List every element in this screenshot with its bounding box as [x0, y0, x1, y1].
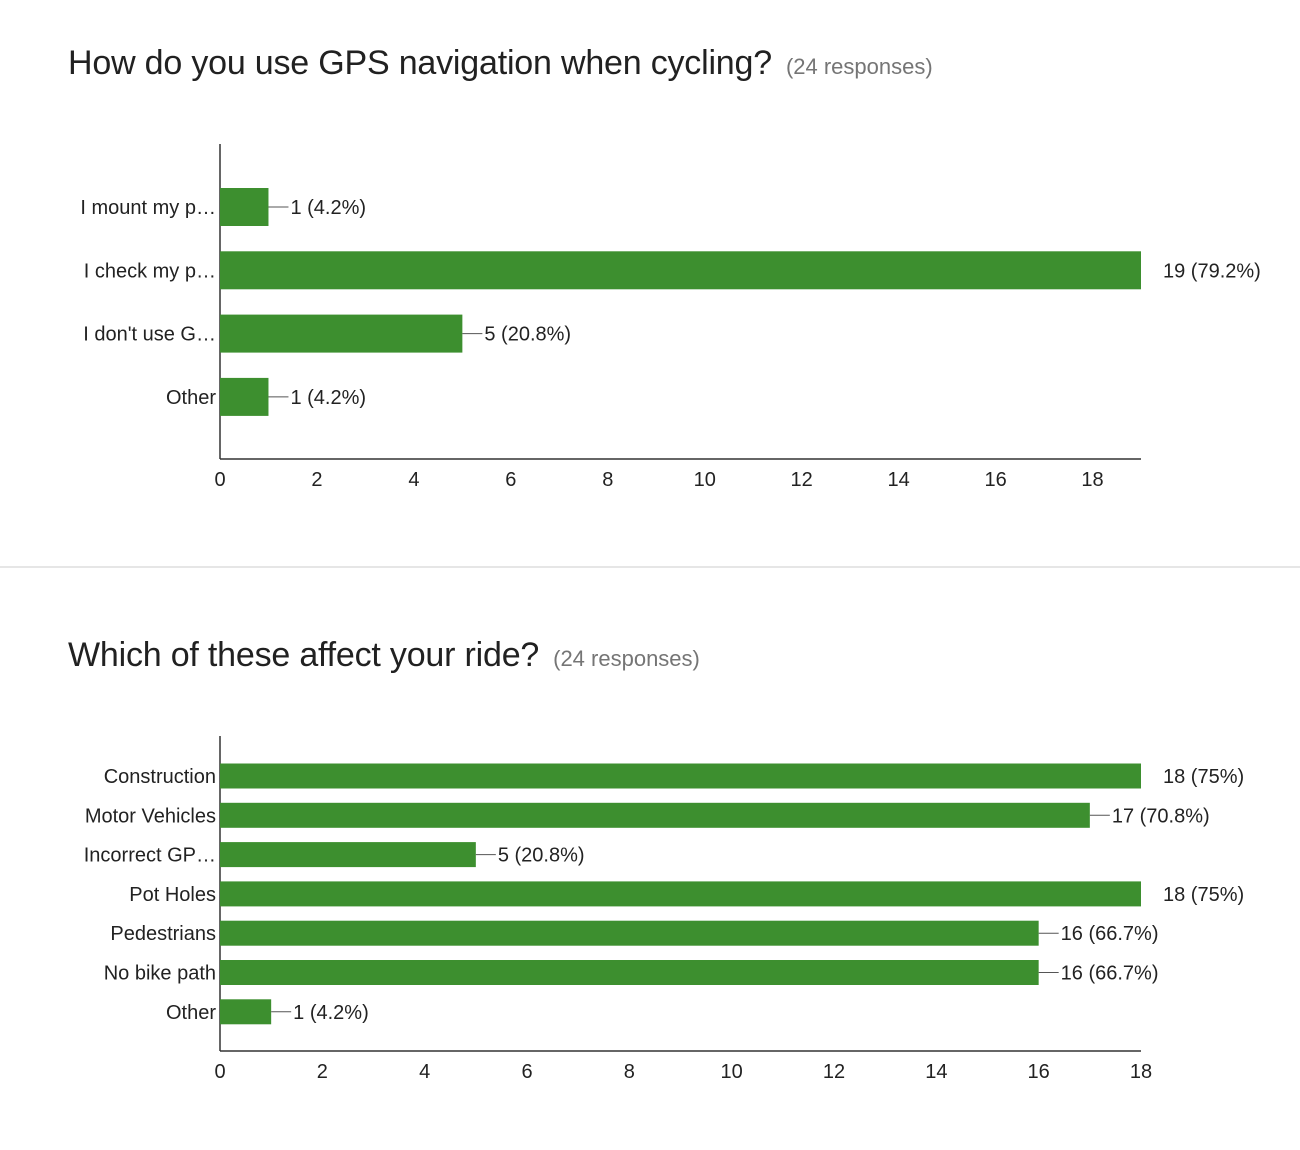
category-label: Other — [166, 387, 216, 409]
data-label: 17 (70.8%) — [1112, 805, 1210, 827]
category-label: Incorrect GP… — [84, 845, 216, 867]
bar — [220, 802, 1090, 828]
bar-chart-ride-factors: 0 2 4 6 8 10 12 14 16 18 Construction 18 (75%) Motor… — [84, 736, 1244, 1083]
x-tick-label: 10 — [694, 469, 716, 491]
x-tick-label: 12 — [823, 1061, 845, 1083]
category-label: Other — [166, 1002, 216, 1024]
question-header: How do you use GPS navigation when cycli… — [68, 44, 933, 83]
data-label: 5 (20.8%) — [484, 324, 571, 346]
x-tick-label: 0 — [214, 1061, 225, 1083]
data-label: 1 (4.2%) — [290, 197, 366, 219]
x-tick-label: 2 — [311, 469, 322, 491]
bar — [220, 960, 1039, 985]
x-tick-label: 14 — [925, 1061, 947, 1083]
x-tick-label: 4 — [419, 1061, 430, 1083]
bar — [220, 314, 463, 353]
x-tick-label: 10 — [721, 1061, 743, 1083]
x-tick-label: 18 — [1130, 1061, 1152, 1083]
bar — [220, 920, 1039, 946]
category-label: Pedestrians — [110, 923, 216, 945]
bar — [220, 763, 1141, 789]
x-tick-label: 2 — [317, 1061, 328, 1083]
question-title: How do you use GPS navigation when cycli… — [68, 44, 772, 82]
x-tick-label: 8 — [602, 469, 613, 491]
section-divider — [0, 566, 1300, 568]
x-tick-label: 0 — [214, 469, 225, 491]
bar — [220, 251, 1141, 290]
category-label: I mount my p… — [80, 197, 216, 219]
data-label: 1 (4.2%) — [293, 1002, 369, 1024]
bar — [220, 881, 1141, 907]
question-section-gps-usage: How do you use GPS navigation when cycli… — [0, 0, 1300, 566]
response-count: (24 responses) — [785, 54, 933, 79]
x-tick-label: 16 — [1028, 1061, 1050, 1083]
data-label: 16 (66.7%) — [1061, 923, 1159, 945]
bar — [220, 999, 272, 1025]
bar — [220, 842, 476, 868]
x-tick-label: 16 — [984, 469, 1006, 491]
category-label: I check my p… — [84, 260, 216, 282]
data-label: 18 (75%) — [1163, 884, 1244, 906]
data-label: 5 (20.8%) — [498, 845, 585, 867]
question-section-ride-factors: Which of these affect your ride? (24 res… — [0, 568, 1300, 1150]
category-label: Construction — [104, 766, 216, 788]
category-label: No bike path — [104, 963, 216, 985]
x-tick-label: 8 — [624, 1061, 635, 1083]
x-tick-label: 6 — [505, 469, 516, 491]
category-label: Pot Holes — [129, 884, 216, 906]
bar — [220, 188, 269, 226]
bar — [220, 377, 269, 416]
response-count: (24 responses) — [553, 646, 700, 671]
x-tick-label: 18 — [1081, 469, 1103, 491]
data-label: 1 (4.2%) — [290, 387, 366, 409]
x-tick-label: 6 — [521, 1061, 532, 1083]
bar-chart-gps-usage: 0 2 4 6 8 10 12 14 16 18 I mount my p… 1 (4.2%) I ch… — [80, 144, 1261, 491]
x-tick-label: 14 — [888, 469, 910, 491]
data-label: 19 (79.2%) — [1163, 260, 1261, 282]
category-label: I don't use G… — [83, 324, 216, 346]
question-title: Which of these affect your ride? — [68, 636, 540, 674]
data-label: 16 (66.7%) — [1061, 963, 1159, 985]
question-header: Which of these affect your ride? (24 res… — [68, 636, 700, 675]
data-label: 18 (75%) — [1163, 766, 1244, 788]
category-label: Motor Vehicles — [85, 805, 216, 827]
x-tick-label: 4 — [408, 469, 419, 491]
x-tick-label: 12 — [791, 469, 813, 491]
